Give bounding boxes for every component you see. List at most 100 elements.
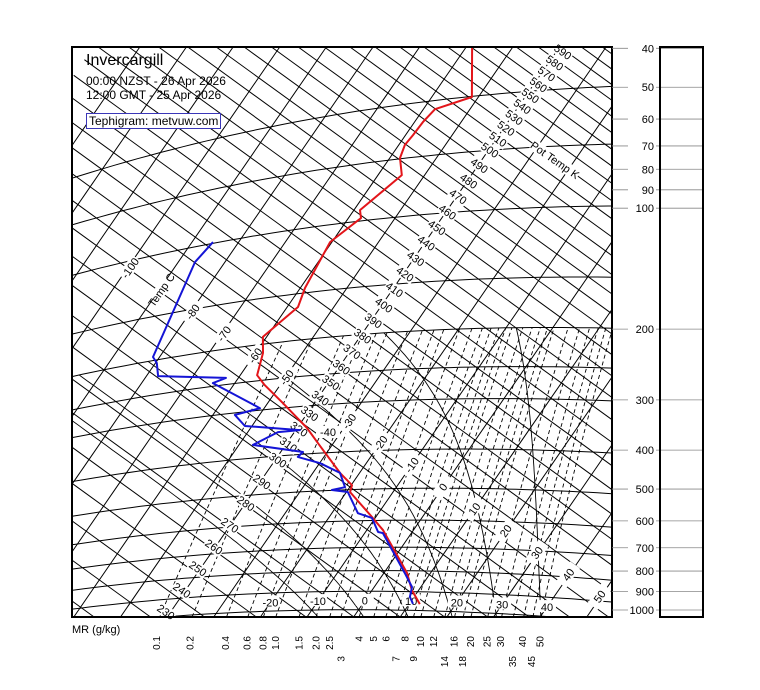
- dry-adiabat-line: [516, 46, 613, 117]
- isotherm-label-bg: [493, 597, 512, 610]
- isotherm-line: [213, 46, 607, 618]
- isotherm-label-bg: [243, 342, 267, 369]
- dry-adiabat-line: [71, 412, 355, 618]
- isotherm-label-bg: [368, 429, 393, 457]
- pressure-label: 60: [642, 114, 654, 126]
- bottom-isotherm-label: 0: [362, 596, 368, 608]
- mixing-ratio-label: 6: [381, 636, 392, 642]
- mixing-ratio-line: [395, 327, 492, 618]
- pressure-label: 700: [636, 543, 654, 555]
- dry-adiabat-line: [324, 46, 613, 257]
- isobar-line: [71, 398, 613, 439]
- pressure-label-bg: [628, 138, 656, 153]
- mixing-ratio-line: [470, 327, 555, 618]
- dry-adiabat-line: [470, 46, 613, 150]
- temp-axis-label: Temp C: [146, 271, 178, 309]
- theta-label-bg: [404, 247, 428, 270]
- mixing-ratio-line: [433, 327, 524, 618]
- isotherm-label: 40: [561, 567, 578, 584]
- bottom-isotherm-label: 10: [405, 596, 417, 608]
- dry-adiabat-line: [581, 46, 613, 70]
- isobar-line: [71, 519, 612, 546]
- mixing-ratio-line: [454, 327, 541, 618]
- pressure-label: 1000: [630, 605, 654, 617]
- theta-label-bg: [287, 418, 311, 440]
- saturated-adiabat-line: [78, 374, 365, 618]
- pressure-axis: 40 50 60 70 80 90 100 200 300 400 500 600 700 800 900 1…: [612, 41, 703, 617]
- pressure-label-bg: [628, 540, 656, 555]
- theta-label-bg: [486, 128, 510, 150]
- utc-time: 12:00 GMT - 25 Apr 2026: [86, 88, 222, 102]
- dry-adiabat-line: [297, 46, 613, 276]
- pressure-label: 300: [636, 395, 654, 407]
- dry-adiabat-line: [128, 46, 613, 398]
- theta-label-bg: [414, 232, 439, 254]
- mixing-ratio-label: 8: [401, 636, 412, 642]
- isotherm-label-bg: [118, 254, 142, 282]
- theta-label-bg: [526, 73, 551, 96]
- isotherm-label-bg: [399, 451, 424, 479]
- dry-adiabat-line: [71, 97, 613, 491]
- theta-label-bg: [218, 514, 242, 536]
- dry-adiabat-line: [71, 600, 95, 618]
- theta-label-bg: [351, 325, 375, 347]
- pressure-label-bg: [628, 80, 656, 95]
- isobar-line: [71, 276, 613, 335]
- isotherm-line: [71, 46, 234, 282]
- pressure-label-bg: [628, 201, 656, 216]
- mixing-ratio-line: [412, 327, 507, 618]
- dry-adiabat-line: [71, 559, 151, 618]
- isotherm-label-bg: [493, 517, 518, 545]
- pressure-label-bg: [628, 443, 656, 458]
- dry-adiabat-line: [216, 46, 613, 335]
- pressure-label-bg: [628, 41, 656, 56]
- theta-label: 230: [154, 603, 176, 623]
- pressure-label-bg: [628, 112, 656, 127]
- theta-label-bg: [382, 278, 407, 301]
- mixing-ratio-label: 45: [527, 656, 538, 668]
- dry-adiabat-line: [243, 46, 613, 315]
- isotherm-line: [539, 512, 613, 618]
- dry-adiabat-line: [73, 74, 613, 467]
- theta-label: 430: [404, 249, 426, 269]
- pressure-label: 400: [636, 445, 654, 457]
- isotherm-line: [306, 173, 613, 618]
- theta-label-bg: [518, 84, 543, 107]
- credit-link[interactable]: Tephigram: metvuw.com: [86, 113, 222, 129]
- bottom-isotherm-label: 30: [496, 599, 508, 611]
- theta-label-bg: [266, 449, 290, 471]
- isotherm-line: [493, 444, 613, 618]
- dry-adiabat-line: [71, 520, 205, 618]
- theta-label-bg: [478, 139, 502, 161]
- isotherm-label-bg: [556, 561, 580, 588]
- mixing-ratio-label: 1.0: [271, 636, 282, 650]
- theta-label-bg: [446, 185, 470, 208]
- theta-label: 490: [468, 156, 490, 176]
- pressure-label: 600: [636, 516, 654, 528]
- isotherm-label-bg: [537, 600, 556, 613]
- isobar-line: [163, 609, 555, 618]
- mixing-ratio-label: 0.2: [186, 636, 197, 650]
- isotherm-line: [71, 46, 374, 485]
- mixing-ratio-label: 0.4: [221, 636, 232, 650]
- pressure-label-bg: [628, 162, 656, 177]
- pressure-label: 70: [642, 141, 654, 153]
- theta-label-bg: [457, 170, 481, 192]
- isotherm-line: [353, 241, 613, 618]
- mixing-ratio-line: [315, 330, 423, 618]
- mixing-ratio-label: 30: [496, 636, 507, 648]
- bottom-isotherm-label: 40: [541, 602, 553, 614]
- pressure-label: 900: [636, 587, 654, 599]
- theta-label-bg: [234, 492, 258, 515]
- pressure-label: 90: [642, 185, 654, 197]
- theta-label-bg: [308, 387, 333, 409]
- theta-label: 480: [457, 172, 479, 192]
- mixing-ratio-label: 16: [450, 636, 461, 648]
- mixing-ratio-label: 2.5: [325, 636, 336, 650]
- mixing-ratio-line: [532, 327, 607, 618]
- mixing-ratio-line: [501, 327, 581, 618]
- mixing-ratio-label: 10: [416, 636, 427, 648]
- isotherm-label: -40: [320, 427, 336, 439]
- bottom-isotherm-label: -20: [263, 597, 279, 609]
